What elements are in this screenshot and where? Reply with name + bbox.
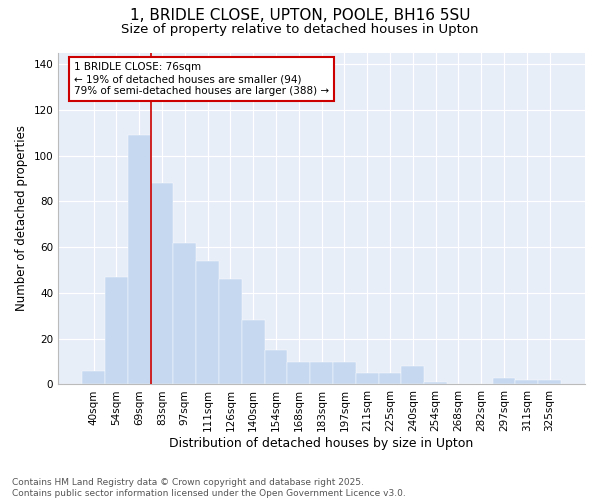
Bar: [333, 362, 356, 384]
Bar: [287, 362, 310, 384]
Bar: [242, 320, 265, 384]
Bar: [173, 242, 196, 384]
Bar: [310, 362, 333, 384]
Bar: [82, 370, 105, 384]
Bar: [493, 378, 515, 384]
Text: 1 BRIDLE CLOSE: 76sqm
← 19% of detached houses are smaller (94)
79% of semi-deta: 1 BRIDLE CLOSE: 76sqm ← 19% of detached …: [74, 62, 329, 96]
Bar: [538, 380, 561, 384]
Text: Contains HM Land Registry data © Crown copyright and database right 2025.
Contai: Contains HM Land Registry data © Crown c…: [12, 478, 406, 498]
Y-axis label: Number of detached properties: Number of detached properties: [15, 126, 28, 312]
Bar: [379, 373, 401, 384]
Bar: [219, 279, 242, 384]
Bar: [105, 277, 128, 384]
Bar: [401, 366, 424, 384]
Bar: [265, 350, 287, 384]
Bar: [196, 261, 219, 384]
Text: Size of property relative to detached houses in Upton: Size of property relative to detached ho…: [121, 22, 479, 36]
Text: 1, BRIDLE CLOSE, UPTON, POOLE, BH16 5SU: 1, BRIDLE CLOSE, UPTON, POOLE, BH16 5SU: [130, 8, 470, 22]
X-axis label: Distribution of detached houses by size in Upton: Distribution of detached houses by size …: [169, 437, 474, 450]
Bar: [515, 380, 538, 384]
Bar: [151, 183, 173, 384]
Bar: [356, 373, 379, 384]
Bar: [424, 382, 447, 384]
Bar: [128, 135, 151, 384]
